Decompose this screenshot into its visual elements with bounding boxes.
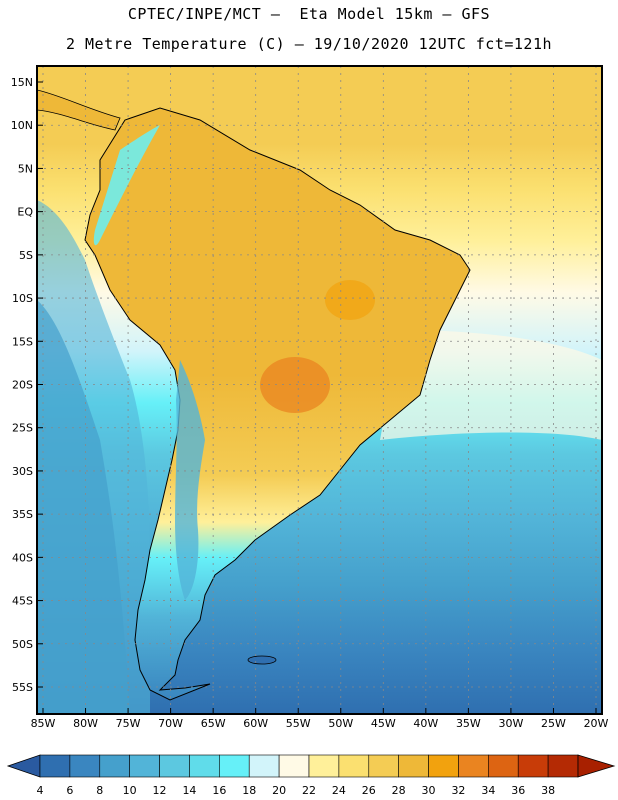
colorbar-swatch: [129, 754, 160, 778]
lat-label: 15S: [12, 335, 33, 348]
colorbar-swatch: [248, 754, 280, 778]
colorbar-swatch: [39, 754, 71, 778]
colorbar-swatch: [488, 754, 519, 778]
lon-label: 55W: [286, 717, 311, 730]
colorbar-swatch: [99, 754, 130, 778]
lat-label: 5S: [19, 249, 33, 262]
map-title-line2: 2 Metre Temperature (C) – 19/10/2020 12U…: [65, 35, 553, 53]
colorbar-swatch: [338, 754, 370, 778]
lon-label: 40W: [413, 717, 438, 730]
colorbar-swatch: [189, 754, 220, 778]
lat-label: 25S: [12, 422, 33, 435]
pacific-colder-region: [37, 300, 130, 714]
colorbar-over-arrow: [577, 754, 616, 778]
colorbar-tick-label: 4: [37, 784, 44, 797]
lon-label: 80W: [73, 717, 98, 730]
lat-label: 40S: [12, 551, 33, 564]
hot-core-2: [325, 280, 375, 320]
colorbar-tick-label: 20: [272, 784, 286, 797]
lon-label: 75W: [116, 717, 141, 730]
colorbar-swatch: [428, 754, 459, 778]
longitude-labels: 85W 80W 75W 70W 65W 60W 55W 50W 45W 40W 35W 30W 25W 2…: [31, 708, 609, 730]
colorbar-tick-label: 38: [541, 784, 555, 797]
hot-core-1: [260, 357, 330, 413]
colorbar-tick-label: 12: [153, 784, 167, 797]
graticule: [37, 66, 602, 714]
colorbar-swatch: [547, 754, 579, 778]
lon-label: 70W: [158, 717, 183, 730]
lat-label: 10N: [11, 119, 33, 132]
colorbar-tick-label: 8: [96, 784, 103, 797]
lat-label: 45S: [12, 595, 33, 608]
lon-label: 60W: [243, 717, 268, 730]
colorbar-tick-label: 28: [392, 784, 406, 797]
colorbar-swatch: [278, 754, 310, 778]
colorbar-tick-label: 16: [212, 784, 226, 797]
colorbar-tick-label: 32: [451, 784, 465, 797]
colorbar-tick-label: 10: [123, 784, 137, 797]
lon-label: 50W: [328, 717, 353, 730]
colorbar-tick-label: 30: [422, 784, 436, 797]
colorbar-swatch: [517, 754, 549, 778]
colorbar-tick-label: 34: [481, 784, 495, 797]
lon-label: 30W: [498, 717, 523, 730]
lat-label: 20S: [12, 379, 33, 392]
lat-label: 5N: [18, 162, 33, 175]
map-frame: [36, 65, 603, 715]
lat-label: 35S: [12, 508, 33, 521]
central-america-landmass: [37, 89, 121, 131]
lat-label: EQ: [17, 206, 33, 219]
colorbar-tick-label: 6: [66, 784, 73, 797]
colorbar-swatch: [368, 754, 399, 778]
lon-label: 65W: [201, 717, 226, 730]
lat-label: 15N: [11, 76, 33, 89]
colorbar: 4 6 8 10 12 14 16 18 20 22 24 26 28 30 32 34 36 38: [6, 754, 616, 797]
lon-label: 35W: [456, 717, 481, 730]
falkland-islands: [247, 655, 277, 665]
latitude-labels: 15N 10N 5N EQ 5S 10S 15S 20S 25S 30S 35S 40S 45S 50S 5…: [11, 76, 43, 694]
colorbar-tick-label: 22: [302, 784, 316, 797]
lon-label: 25W: [541, 717, 566, 730]
colorbar-under-arrow: [6, 754, 41, 778]
lat-label: 10S: [12, 292, 33, 305]
lat-label: 50S: [12, 638, 33, 651]
colorbar-tick-label: 14: [182, 784, 196, 797]
colorbar-swatch: [219, 754, 250, 778]
andes-south-cold: [175, 360, 205, 600]
colorbar-tick-label: 18: [242, 784, 256, 797]
colorbar-swatch: [159, 754, 190, 778]
atlantic-warm-band: [380, 330, 602, 440]
colorbar-swatch: [69, 754, 101, 778]
lat-label: 55S: [12, 681, 33, 694]
map-title-line1: CPTEC/INPE/MCT – Eta Model 15km – GFS: [127, 5, 491, 23]
lon-label: 20W: [584, 717, 609, 730]
lon-label: 85W: [31, 717, 56, 730]
andes-north-cold: [93, 125, 160, 246]
lon-label: 45W: [371, 717, 396, 730]
lat-label: 30S: [12, 465, 33, 478]
colorbar-tick-label: 36: [511, 784, 525, 797]
colorbar-swatch: [398, 754, 429, 778]
colorbar-swatch: [308, 754, 340, 778]
colorbar-tick-label: 24: [332, 784, 346, 797]
colorbar-swatch: [458, 754, 489, 778]
colorbar-tick-label: 26: [362, 784, 376, 797]
